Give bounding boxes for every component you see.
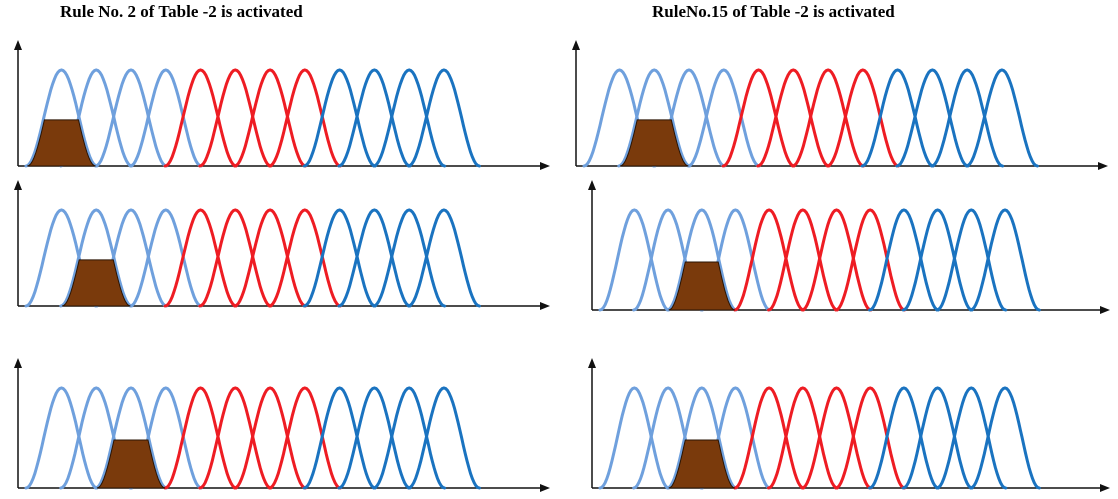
panel-left-2: [14, 180, 550, 310]
membership-function-curve: [834, 386, 907, 490]
membership-function-curve: [302, 208, 377, 308]
membership-function-curve: [372, 68, 447, 168]
membership-function-curve: [901, 208, 974, 312]
membership-function-curve: [965, 68, 1039, 168]
membership-function-curve: [791, 68, 865, 168]
membership-function-curve: [24, 386, 99, 490]
column-title-left: Rule No. 2 of Table -2 is activated: [60, 2, 303, 21]
membership-function-curve: [930, 68, 1005, 168]
y-axis-arrow: [14, 358, 22, 368]
membership-function-curve: [94, 68, 168, 168]
membership-function-curve: [825, 68, 900, 168]
membership-function-curve: [598, 386, 671, 490]
membership-function-curve: [128, 68, 203, 168]
membership-function-curve: [800, 208, 873, 312]
membership-function-curve: [337, 386, 412, 490]
activated-region: [620, 119, 689, 167]
y-axis-arrow: [14, 40, 22, 50]
membership-function-curve: [94, 386, 168, 490]
membership-function-curve: [800, 386, 873, 490]
activated-region: [96, 439, 166, 489]
membership-function-curve: [868, 208, 940, 312]
panel-right-1: [572, 40, 1108, 170]
column-title-right: RuleNo.15 of Table -2 is activated: [652, 2, 895, 21]
membership-function-curve: [598, 208, 671, 312]
membership-function-curve: [163, 68, 238, 168]
activated-region: [27, 119, 96, 167]
membership-function-curve: [860, 68, 935, 168]
membership-function-curve: [267, 208, 342, 308]
panel-right-3: [588, 358, 1110, 492]
activated-region: [668, 261, 735, 311]
membership-function-curve: [233, 68, 307, 168]
membership-function-curve: [901, 386, 974, 490]
membership-function-curve: [767, 386, 839, 490]
membership-function-curve: [935, 208, 1008, 312]
membership-function-curve: [198, 68, 273, 168]
membership-function-curve: [665, 386, 738, 490]
x-axis-arrow: [1100, 306, 1110, 314]
membership-function-curve: [128, 208, 203, 308]
y-axis-arrow: [572, 40, 580, 50]
membership-function-curve: [337, 68, 412, 168]
membership-function-curve: [756, 68, 831, 168]
x-axis-arrow: [540, 302, 550, 310]
membership-function-curve: [665, 208, 738, 312]
membership-function-curve: [834, 208, 907, 312]
membership-function-curve: [407, 208, 481, 308]
membership-function-curve: [372, 208, 447, 308]
membership-function-curve: [267, 386, 342, 490]
membership-function-curve: [267, 68, 342, 168]
membership-function-curve: [895, 68, 970, 168]
membership-function-curve: [337, 208, 412, 308]
activated-region: [668, 439, 735, 489]
x-axis-arrow: [1100, 484, 1110, 492]
x-axis-arrow: [540, 162, 550, 170]
membership-function-curve: [969, 386, 1041, 490]
panel-left-1: [14, 40, 550, 170]
membership-function-curve: [733, 208, 805, 312]
membership-function-curve: [302, 68, 377, 168]
y-axis-arrow: [588, 180, 596, 190]
membership-function-curve: [302, 386, 377, 490]
x-axis-arrow: [1098, 162, 1108, 170]
membership-function-curve: [233, 208, 307, 308]
x-axis-arrow: [540, 484, 550, 492]
membership-function-curve: [233, 386, 307, 490]
membership-function-curve: [721, 68, 796, 168]
membership-function-curve: [24, 68, 99, 168]
membership-function-curve: [733, 386, 805, 490]
membership-function-curve: [969, 208, 1041, 312]
membership-function-curve: [198, 208, 273, 308]
membership-function-curve: [407, 68, 481, 168]
activated-region: [62, 259, 131, 307]
panel-right-2: [588, 180, 1110, 314]
y-axis-arrow: [14, 180, 22, 190]
membership-function-curve: [59, 208, 134, 308]
membership-function-curve: [617, 68, 692, 168]
membership-function-curve: [686, 68, 761, 168]
membership-function-curve: [767, 208, 839, 312]
membership-function-curve: [163, 386, 238, 490]
membership-function-curve: [868, 386, 940, 490]
membership-function-curve: [163, 208, 238, 308]
membership-function-curve: [935, 386, 1008, 490]
panel-left-3: [14, 358, 550, 492]
membership-function-curve: [372, 386, 447, 490]
membership-function-curve: [198, 386, 273, 490]
membership-function-curve: [407, 386, 481, 490]
y-axis-arrow: [588, 358, 596, 368]
